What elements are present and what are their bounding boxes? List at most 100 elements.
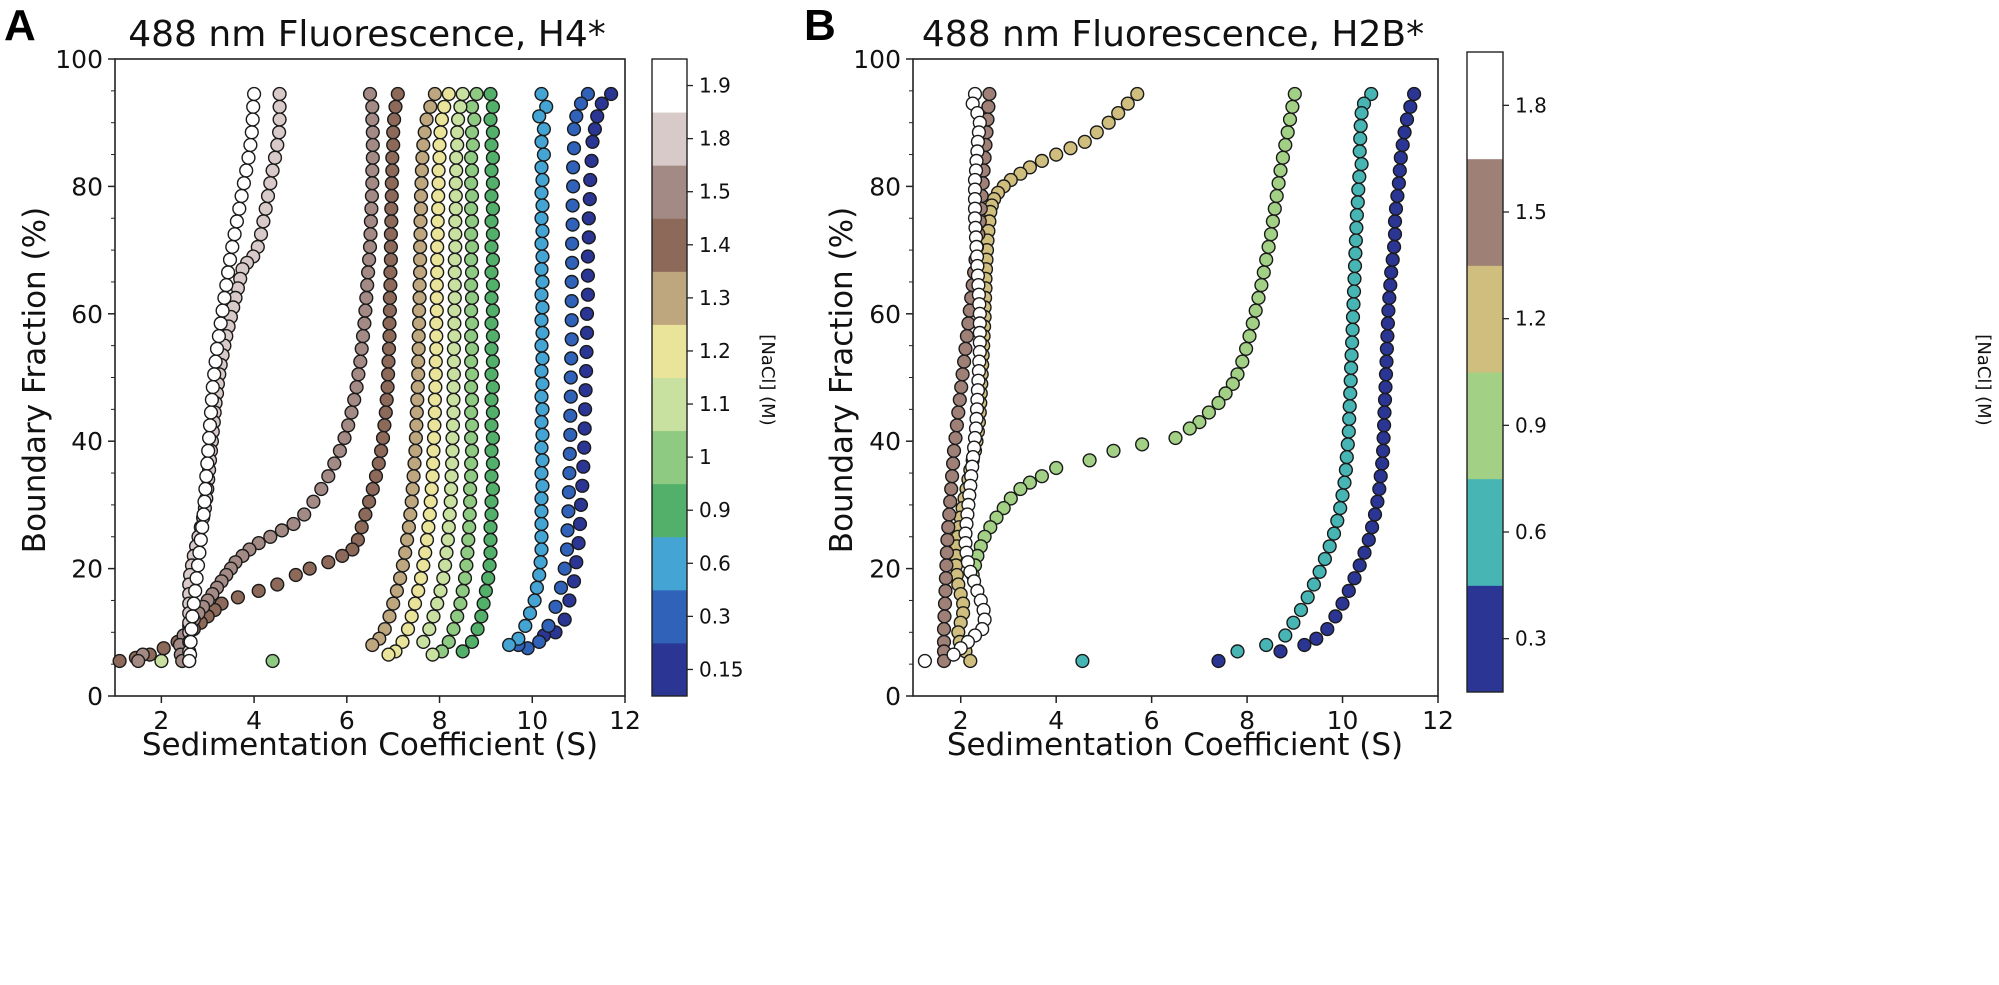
data-point-a-1p5 xyxy=(327,456,342,471)
data-point-b-0p9 xyxy=(1106,443,1121,458)
data-point-a-1p1 xyxy=(425,647,440,662)
x-tick-label: 10 xyxy=(1327,706,1359,735)
data-point-b-1p2 xyxy=(1089,125,1104,140)
data-point-a-1p4 xyxy=(381,341,397,356)
data-point-a-0p6 xyxy=(535,376,550,392)
data-point-a-1p1 xyxy=(444,481,459,497)
data-point-b-1p5 xyxy=(940,532,955,548)
data-point-a-1 xyxy=(265,653,280,669)
colorbar-outline xyxy=(651,58,688,697)
data-point-a-1p1 xyxy=(443,494,458,509)
data-point-a-0p9 xyxy=(485,405,501,420)
data-point-a-1p9 xyxy=(225,239,240,255)
data-point-a-1p5 xyxy=(365,99,380,114)
colorbar-segment-1p9 xyxy=(652,59,687,113)
y-tick-label: 40 xyxy=(71,427,103,456)
data-point-b-0p9 xyxy=(1263,227,1279,242)
data-point-a-1p4 xyxy=(384,201,399,216)
data-point-a-1p1 xyxy=(448,227,463,242)
data-point-a-1p3 xyxy=(413,214,428,229)
data-point-a-1p4 xyxy=(387,112,402,127)
data-point-a-1p4 xyxy=(354,520,369,535)
data-point-b-0p6 xyxy=(1343,360,1359,376)
data-point-a-1p4 xyxy=(112,653,127,669)
panel-letter-a: A xyxy=(4,1,36,50)
data-point-a-1p9 xyxy=(184,621,199,637)
data-point-a-1p4 xyxy=(270,577,285,592)
data-point-a-1p5 xyxy=(365,112,380,127)
data-point-a-1 xyxy=(450,609,465,624)
data-point-a-1p3 xyxy=(395,558,411,573)
data-point-a-0p6 xyxy=(535,300,550,315)
data-point-b-1p5 xyxy=(946,443,962,458)
data-point-a-1p2 xyxy=(419,532,435,548)
data-point-a-1p9 xyxy=(221,265,236,280)
data-point-a-1p9 xyxy=(183,634,198,650)
data-point-b-1p5 xyxy=(938,583,953,599)
data-point-b-0p3 xyxy=(1395,137,1410,153)
data-point-b-0p6 xyxy=(1345,309,1361,325)
data-point-b-0p9 xyxy=(1082,453,1097,468)
data-point-b-0p3 xyxy=(1347,571,1362,586)
data-point-b-0p3 xyxy=(1378,367,1394,382)
data-point-a-1p9 xyxy=(188,583,203,599)
data-point-b-1p2 xyxy=(1063,141,1078,156)
data-point-b-0p9 xyxy=(1034,469,1050,484)
data-point-b-0p9 xyxy=(1211,395,1226,411)
data-point-b-0p6 xyxy=(1337,475,1352,490)
data-point-a-1p1 xyxy=(446,341,462,356)
data-point-a-0p6 xyxy=(534,491,549,506)
data-point-a-1p8 xyxy=(267,150,283,165)
data-point-a-0p9 xyxy=(485,150,501,165)
data-point-b-0p6 xyxy=(1312,564,1327,579)
data-point-a-1p9 xyxy=(195,520,210,535)
data-point-b-0p9 xyxy=(1265,214,1281,229)
colorbar-segment-0p6 xyxy=(652,536,687,591)
data-point-a-0p9 xyxy=(476,596,491,611)
data-point-a-1p4 xyxy=(375,430,391,446)
data-point-a-0p3 xyxy=(566,122,582,137)
data-point-a-1p9 xyxy=(208,354,223,369)
data-point-a-1p4 xyxy=(390,86,405,102)
data-point-a-0p15 xyxy=(584,153,599,169)
data-point-b-1p5 xyxy=(956,354,972,369)
data-point-a-1p3 xyxy=(416,137,431,153)
data-point-b-1p8 xyxy=(946,647,961,662)
data-point-a-1p3 xyxy=(382,609,397,624)
colorbar-segment-1 xyxy=(652,430,687,485)
data-point-b-0p6 xyxy=(1349,220,1364,235)
data-point-b-0p9 xyxy=(1269,188,1284,204)
data-point-a-1p1 xyxy=(448,239,463,255)
data-point-a-0p15 xyxy=(557,612,572,627)
data-point-a-1p5 xyxy=(306,494,321,509)
data-point-b-0p9 xyxy=(1218,386,1233,401)
data-point-b-0p9 xyxy=(1271,176,1286,191)
data-point-a-0p15 xyxy=(580,249,596,264)
data-point-a-0p15 xyxy=(577,421,592,436)
data-point-b-0p6 xyxy=(1352,169,1367,184)
data-point-a-0p9 xyxy=(483,545,498,560)
data-point-b-0p6 xyxy=(1348,246,1363,261)
data-point-a-1p9 xyxy=(193,532,208,548)
data-point-b-0p3 xyxy=(1397,125,1412,140)
data-point-b-1p5 xyxy=(944,469,960,484)
data-point-a-1p4 xyxy=(383,278,398,293)
colorbar-tick-label: 1 xyxy=(699,445,712,469)
data-point-a-1 xyxy=(461,532,476,548)
data-point-b-1p5 xyxy=(939,545,955,560)
data-point-a-0p3 xyxy=(541,618,556,634)
data-point-a-0p6 xyxy=(536,122,552,137)
data-point-a-0p3 xyxy=(564,255,580,270)
data-point-a-1 xyxy=(464,239,480,255)
data-point-a-1p4 xyxy=(384,214,399,229)
data-point-a-0p15 xyxy=(571,535,586,551)
data-point-b-0p6 xyxy=(1343,386,1358,401)
data-point-b-1p5 xyxy=(941,520,956,535)
x-tick-label: 6 xyxy=(339,706,355,735)
data-point-b-0p3 xyxy=(1386,239,1402,255)
data-point-a-1p1 xyxy=(447,265,462,280)
colorbar-tick-label: 1.5 xyxy=(699,180,731,204)
data-point-a-1p2 xyxy=(429,303,444,318)
panel-letter-b: B xyxy=(804,1,836,50)
data-point-a-1 xyxy=(464,329,479,344)
